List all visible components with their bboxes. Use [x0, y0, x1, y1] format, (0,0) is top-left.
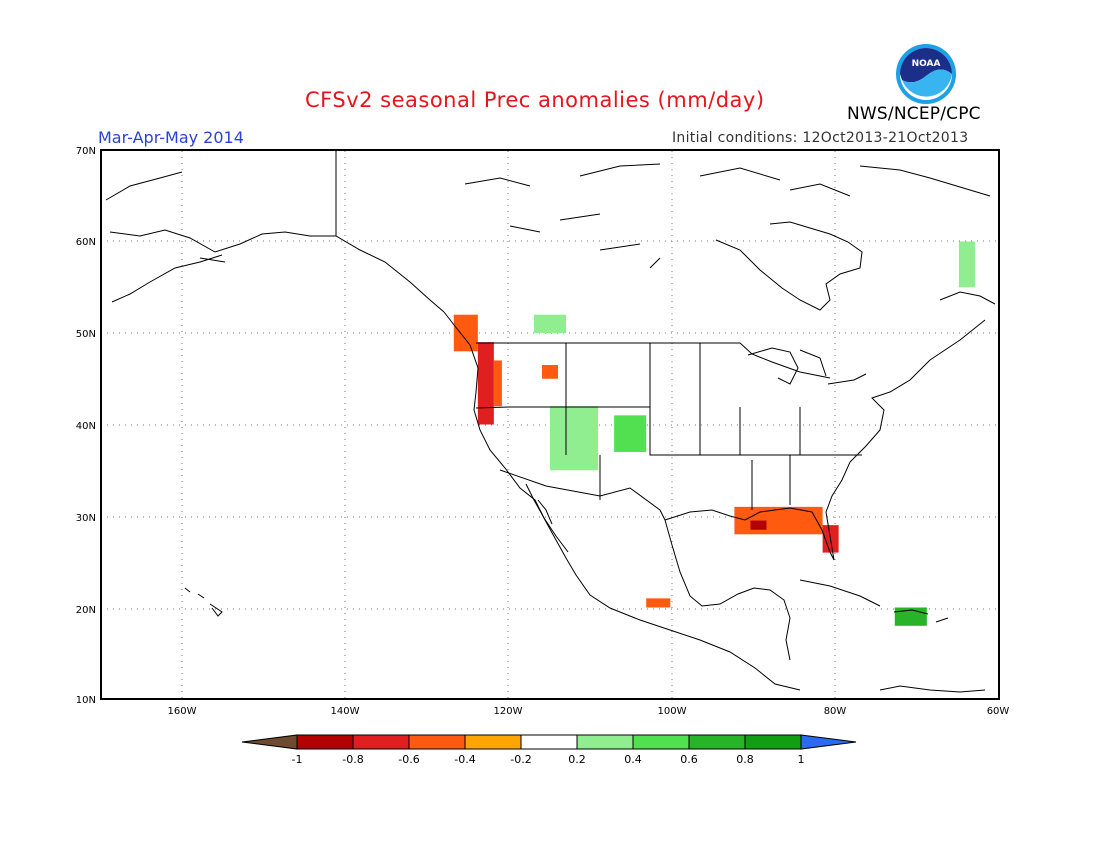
longitude-labels: 160W 140W 120W 100W 80W 60W: [168, 706, 1010, 717]
anomaly-cell: [894, 607, 927, 626]
lon-label: 100W: [658, 706, 687, 717]
logo-text: NOAA: [912, 59, 941, 69]
legend-label: 1: [798, 753, 805, 766]
legend-label: -0.8: [342, 753, 363, 766]
lat-label: 40N: [76, 421, 96, 432]
lat-label: 10N: [76, 695, 96, 706]
legend-label: 0.6: [680, 753, 698, 766]
legend-swatch: [632, 734, 690, 750]
legend-swatch: [576, 734, 634, 750]
map-frame: [100, 149, 1000, 700]
legend-label: -0.4: [454, 753, 475, 766]
legend-label: -1: [292, 753, 303, 766]
legend-swatch: [296, 734, 354, 750]
noaa-logo-icon: NOAA: [896, 44, 956, 104]
anomaly-cell: [750, 520, 767, 530]
season-label: Mar-Apr-May 2014: [98, 128, 244, 147]
anomaly-cell: [533, 314, 567, 333]
legend-swatch: [408, 734, 466, 750]
lat-label: 50N: [76, 329, 96, 340]
anomaly-cell: [734, 506, 823, 535]
legend-label: -0.6: [398, 753, 419, 766]
anomaly-cell: [550, 406, 599, 471]
anomaly-cell: [822, 525, 839, 553]
anomaly-cell: [493, 360, 502, 407]
political-borders: [335, 151, 862, 521]
anomaly-cells: [453, 241, 975, 626]
initial-conditions-label: Initial conditions: 12Oct2013-21Oct2013: [672, 130, 969, 146]
lon-label: 160W: [168, 706, 197, 717]
legend-label: 0.8: [736, 753, 754, 766]
lon-label: 140W: [331, 706, 360, 717]
anomaly-cell: [614, 415, 647, 452]
lat-label: 60N: [76, 237, 96, 248]
anomaly-cell: [541, 365, 559, 379]
legend-swatch: [464, 734, 522, 750]
legend-swatch: [520, 734, 578, 750]
coastlines: [105, 163, 996, 693]
lat-label: 70N: [76, 146, 96, 157]
legend-label: 0.2: [568, 753, 586, 766]
legend-swatch: [688, 734, 746, 750]
anomaly-cell: [453, 314, 478, 352]
chart-title: CFSv2 seasonal Prec anomalies (mm/day): [305, 88, 765, 112]
legend-label: -0.2: [510, 753, 531, 766]
latitude-labels: 70N 60N 50N 40N 30N 20N 10N: [76, 146, 96, 706]
lon-label: 120W: [494, 706, 523, 717]
legend-swatch: [744, 734, 802, 750]
legend-swatch: [241, 734, 298, 750]
lon-label: 80W: [824, 706, 847, 717]
legend-swatch: [352, 734, 410, 750]
anomaly-cell: [646, 598, 671, 608]
legend-swatch: [800, 734, 857, 750]
anomaly-cell: [477, 342, 494, 425]
anomaly-cell: [958, 241, 975, 288]
lon-label: 60W: [987, 706, 1010, 717]
map-gridlines: [101, 151, 999, 699]
agency-label: NWS/NCEP/CPC: [847, 104, 981, 124]
legend-label: 0.4: [624, 753, 642, 766]
color-legend: -1 -0.8 -0.6 -0.4 -0.2 0.2 0.4 0.6 0.8 1: [241, 734, 857, 766]
lat-label: 30N: [76, 513, 96, 524]
lat-label: 20N: [76, 605, 96, 616]
